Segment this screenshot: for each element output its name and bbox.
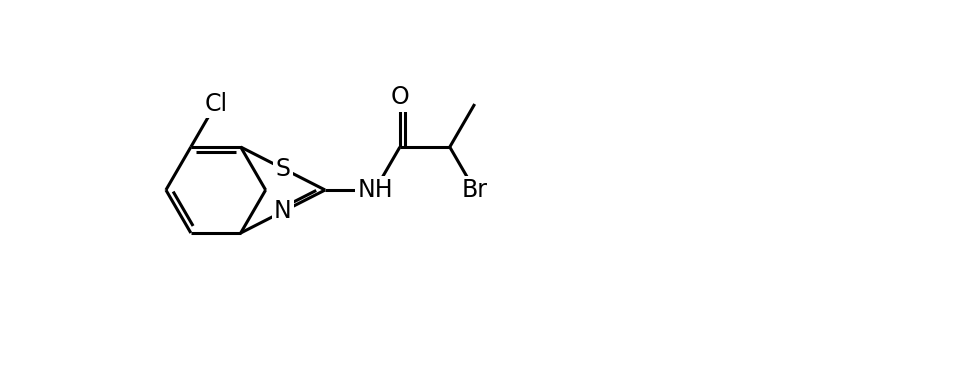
Text: NH: NH [357,178,393,202]
Text: N: N [274,200,292,223]
Text: Cl: Cl [204,92,227,116]
Text: Br: Br [462,178,488,202]
Text: S: S [275,157,291,180]
Text: O: O [391,86,409,109]
